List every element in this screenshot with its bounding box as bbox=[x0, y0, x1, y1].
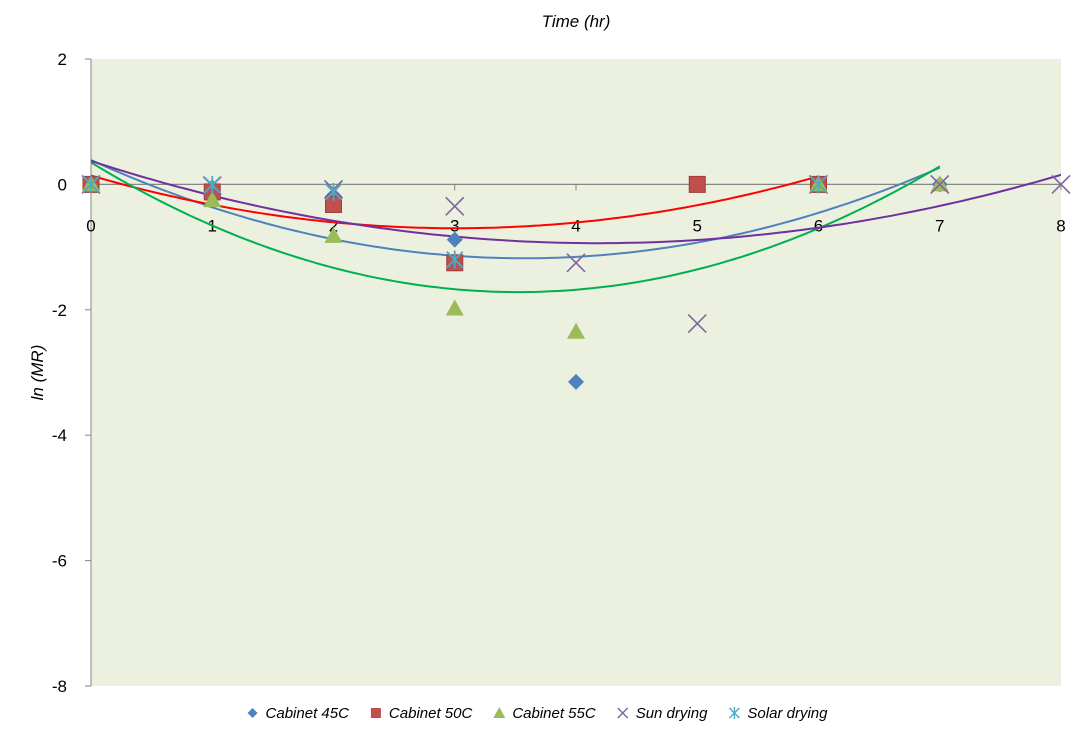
data-point bbox=[324, 182, 343, 201]
legend-label: Cabinet 50C bbox=[389, 705, 473, 722]
data-point bbox=[687, 314, 707, 334]
legend: Cabinet 45C Cabinet 50C Cabinet 55C Sun dry… bbox=[247, 705, 828, 722]
data-point bbox=[930, 174, 950, 194]
legend-item: Cabinet 50C bbox=[370, 705, 473, 722]
legend-item: Cabinet 45C bbox=[247, 705, 350, 722]
x-tick-label: 7 bbox=[935, 216, 944, 235]
y-tick-label: 2 bbox=[58, 50, 67, 69]
y-axis-title: ln (MR) bbox=[28, 345, 47, 401]
legend-item: Sun drying bbox=[617, 705, 708, 722]
y-tick-label: -6 bbox=[52, 552, 67, 571]
data-point bbox=[688, 175, 706, 193]
legend-item: Solar drying bbox=[728, 705, 828, 722]
legend-marker bbox=[370, 708, 381, 718]
series-solar-drying bbox=[82, 175, 828, 269]
data-point bbox=[567, 322, 585, 339]
data-point bbox=[445, 196, 465, 216]
data-point bbox=[446, 231, 463, 248]
legend-marker bbox=[617, 707, 629, 719]
data-point bbox=[82, 175, 100, 194]
legend-item: Cabinet 55C bbox=[493, 705, 596, 722]
trendline-cabinet-55c bbox=[91, 161, 941, 294]
y-tick-label: -2 bbox=[52, 301, 67, 320]
y-tick-label: -4 bbox=[52, 426, 67, 445]
data-point bbox=[566, 253, 586, 273]
legend-marker bbox=[493, 707, 506, 718]
trendline-sun-drying bbox=[91, 160, 1061, 245]
data-point bbox=[203, 176, 221, 195]
x-tick-label: 4 bbox=[571, 216, 580, 235]
x-tick-label: 5 bbox=[693, 216, 702, 235]
x-tick-label: 6 bbox=[814, 216, 823, 235]
legend-label: Sun drying bbox=[636, 705, 708, 722]
legend-label: Cabinet 55C bbox=[512, 705, 596, 722]
trendline-cabinet-45c bbox=[91, 159, 941, 260]
legend-label: Solar drying bbox=[747, 705, 828, 722]
data-point bbox=[446, 250, 464, 269]
y-tick-label: -8 bbox=[52, 677, 67, 696]
data-point bbox=[809, 175, 828, 194]
x-tick-label: 3 bbox=[450, 216, 459, 235]
data-markers bbox=[81, 174, 1071, 390]
x-tick-label: 8 bbox=[1056, 216, 1065, 235]
x-tick-label: 2 bbox=[329, 216, 338, 235]
data-point bbox=[1051, 174, 1071, 194]
plot-area bbox=[91, 59, 1061, 686]
plot-background bbox=[91, 59, 1061, 686]
x-tick-label: 0 bbox=[86, 216, 95, 235]
data-point bbox=[568, 373, 584, 390]
legend-label: Cabinet 45C bbox=[266, 705, 350, 722]
y-tick-label: 0 bbox=[58, 175, 67, 194]
legend-marker bbox=[247, 708, 258, 718]
data-point bbox=[445, 299, 464, 316]
data-point bbox=[203, 191, 222, 208]
data-point bbox=[324, 226, 343, 243]
legend-marker bbox=[728, 707, 740, 719]
x-axis-title: Time (hr) bbox=[542, 12, 611, 31]
